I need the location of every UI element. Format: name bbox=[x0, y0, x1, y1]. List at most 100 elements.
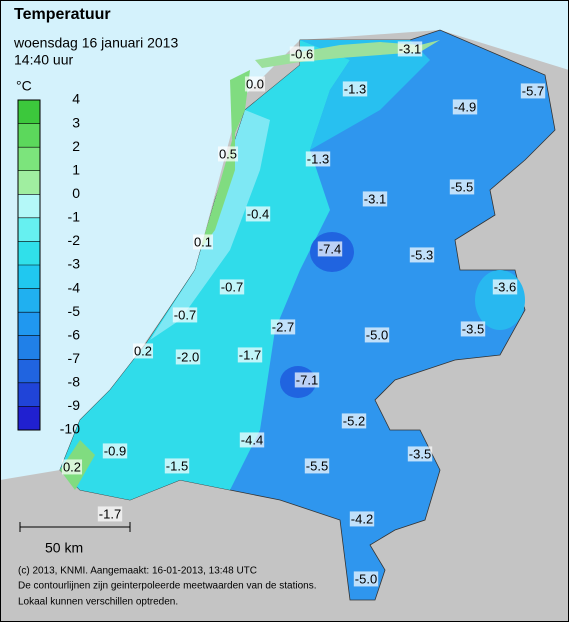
station-value: -5.5 bbox=[306, 458, 328, 473]
station-label-bg bbox=[407, 446, 433, 462]
station-label-bg bbox=[349, 511, 375, 527]
date: woensdag 16 januari 2013 bbox=[13, 35, 178, 51]
station-label-bg bbox=[61, 459, 83, 475]
legend-swatch bbox=[18, 288, 40, 313]
station-value: -4.2 bbox=[351, 511, 373, 526]
station-labels: 0.0 -0.6 -3.1 -1.3 -5.7 -4.9 0.5 -1.3 -5.5 -3.1 -0… bbox=[61, 41, 546, 587]
station-label-bg bbox=[97, 506, 123, 522]
legend-swatch bbox=[18, 100, 40, 124]
legend-unit: °C bbox=[16, 78, 32, 94]
legend-tick-label: -9 bbox=[68, 397, 81, 413]
legend-swatch bbox=[18, 335, 40, 360]
station-value: -0.7 bbox=[174, 307, 196, 322]
station-label-bg bbox=[362, 191, 388, 207]
legend-tick-label: -3 bbox=[68, 256, 81, 272]
legend-swatch bbox=[18, 312, 40, 336]
station-value: -3.1 bbox=[364, 191, 386, 206]
station-value: 0.2 bbox=[134, 343, 152, 358]
station-label-bg bbox=[270, 319, 296, 335]
station-label-bg bbox=[492, 279, 518, 295]
station-value: -3.6 bbox=[494, 279, 516, 294]
station-label-bg bbox=[520, 83, 546, 99]
station-value: -5.7 bbox=[522, 83, 544, 98]
scale-label: 50 km bbox=[45, 540, 83, 556]
legend-tick-label: -5 bbox=[68, 303, 81, 319]
station-value: -1.7 bbox=[239, 347, 261, 362]
station-value: 0.1 bbox=[194, 234, 212, 249]
station-value: -1.5 bbox=[166, 458, 188, 473]
station-label-bg bbox=[237, 347, 263, 363]
legend-swatch bbox=[18, 194, 40, 218]
station-value: -5.0 bbox=[355, 571, 377, 586]
station-value: -3.5 bbox=[409, 446, 431, 461]
legend-swatch bbox=[18, 123, 40, 148]
station-value: -5.2 bbox=[343, 413, 365, 428]
legend: 4 3 2 1 0 -1 -2 -3 -4 -5 -6 -7 -8 -9 -10 bbox=[17, 91, 81, 437]
station-label-bg bbox=[217, 146, 239, 162]
station-label-bg bbox=[245, 206, 271, 222]
station-label-bg bbox=[172, 307, 198, 323]
station-value: -0.6 bbox=[291, 46, 313, 61]
station-label-bg bbox=[353, 571, 379, 587]
station-label-bg bbox=[409, 247, 435, 263]
station-label-bg bbox=[342, 81, 368, 97]
station-label-bg bbox=[164, 458, 190, 474]
station-label-bg bbox=[132, 343, 154, 359]
station-value: -3.1 bbox=[399, 41, 421, 56]
zone-green bbox=[200, 130, 235, 250]
legend-swatch bbox=[18, 382, 40, 407]
station-label-bg bbox=[304, 458, 330, 474]
legend-tick-label: 1 bbox=[72, 161, 80, 177]
legend-tick-label: -7 bbox=[68, 350, 81, 366]
station-value: -5.5 bbox=[451, 179, 473, 194]
station-label-bg bbox=[449, 179, 475, 195]
station-value: -4.9 bbox=[454, 99, 476, 114]
sea bbox=[0, 0, 569, 480]
legend-swatch bbox=[18, 406, 40, 430]
legend-tick-label: -10 bbox=[60, 421, 80, 437]
station-value: -4.4 bbox=[241, 432, 263, 447]
station-label-bg bbox=[289, 46, 315, 62]
station-label-bg bbox=[239, 432, 265, 448]
legend-tick-label: -2 bbox=[68, 232, 81, 248]
time: 14:40 uur bbox=[14, 52, 73, 68]
station-value: -0.9 bbox=[104, 443, 126, 458]
station-value: 0.2 bbox=[63, 459, 81, 474]
station-value: -1.3 bbox=[307, 151, 329, 166]
station-value: -2.0 bbox=[177, 349, 199, 364]
station-label-bg bbox=[102, 443, 128, 459]
station-value: -0.4 bbox=[247, 206, 269, 221]
station-value: 0.5 bbox=[219, 146, 237, 161]
station-value: -0.7 bbox=[221, 279, 243, 294]
legend-tick-label: 4 bbox=[72, 91, 80, 107]
station-value: -2.7 bbox=[272, 319, 294, 334]
legend-tick-label: -1 bbox=[68, 209, 81, 225]
legend-swatch bbox=[18, 359, 40, 383]
footer-line: De contourlijnen zijn geinterpoleerde me… bbox=[18, 581, 317, 592]
station-label-bg bbox=[219, 279, 245, 295]
station-label-bg bbox=[460, 321, 486, 337]
legend-swatch bbox=[18, 217, 40, 242]
station-value: -5.3 bbox=[411, 247, 433, 262]
legend-tick-label: 2 bbox=[72, 138, 80, 154]
legend-tick-label: -8 bbox=[68, 374, 81, 390]
station-label-bg bbox=[244, 76, 266, 92]
station-value: 0.0 bbox=[246, 76, 264, 91]
station-value: -3.5 bbox=[462, 321, 484, 336]
station-label-bg bbox=[294, 372, 320, 388]
footer-line: (c) 2013, KNMI. Aangemaakt: 16-01-2013, … bbox=[18, 566, 257, 577]
legend-swatch bbox=[18, 147, 40, 171]
legend-swatch bbox=[18, 265, 40, 289]
title: Temperatuur bbox=[14, 6, 111, 23]
station-label-bg bbox=[341, 413, 367, 429]
station-label-bg bbox=[305, 151, 331, 167]
station-label-bg bbox=[452, 99, 478, 115]
legend-tick-label: -6 bbox=[68, 326, 81, 342]
legend-tick-label: -4 bbox=[68, 279, 81, 295]
station-value: -7.4 bbox=[319, 241, 341, 256]
station-label-bg bbox=[175, 349, 201, 365]
legend-swatch bbox=[18, 241, 40, 265]
legend-tick-label: 3 bbox=[72, 114, 80, 130]
